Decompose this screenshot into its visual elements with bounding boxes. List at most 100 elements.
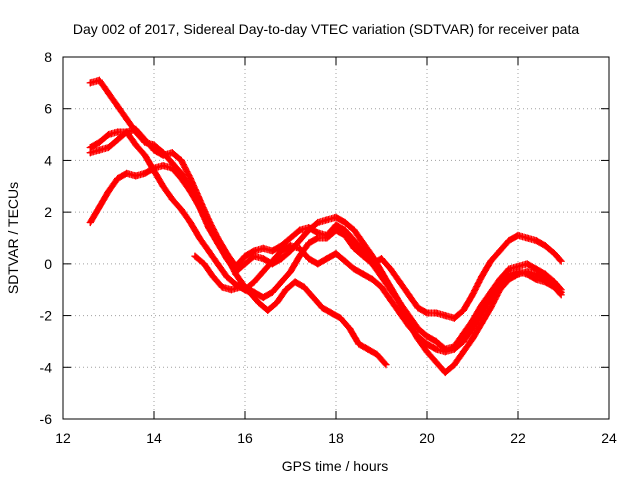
data-point	[386, 265, 395, 273]
y-tick-label: -6	[40, 411, 53, 427]
data-point	[541, 242, 549, 250]
data-point	[327, 309, 336, 317]
data-point	[277, 278, 286, 286]
data-point	[300, 283, 308, 291]
data-point	[141, 136, 149, 144]
data-point	[295, 226, 304, 234]
data-point	[423, 309, 431, 317]
data-point	[487, 257, 495, 265]
data-point	[532, 265, 540, 273]
data-point	[295, 236, 304, 245]
data-point	[232, 270, 240, 278]
data-point	[277, 247, 286, 255]
data-point	[132, 172, 140, 180]
data-point	[505, 270, 513, 278]
data-point	[241, 252, 249, 260]
data-point	[159, 151, 167, 159]
data-point	[259, 255, 267, 263]
data-point	[132, 141, 140, 149]
data-point	[355, 340, 363, 348]
data-point	[405, 311, 413, 320]
data-point	[305, 224, 313, 232]
data-point	[168, 164, 176, 172]
data-point	[341, 218, 349, 227]
data-point	[314, 218, 322, 227]
data-point	[432, 337, 440, 346]
data-point	[227, 286, 235, 294]
data-point	[259, 293, 267, 302]
data-point	[86, 149, 94, 157]
series-markers-track-a	[86, 76, 564, 377]
plot-frame	[62, 56, 610, 420]
data-point	[250, 278, 258, 286]
data-point	[450, 361, 458, 369]
data-point	[86, 79, 94, 87]
data-series	[86, 76, 565, 377]
data-point	[368, 275, 377, 284]
data-point	[295, 244, 304, 252]
data-point	[332, 249, 340, 258]
y-axis-label: SDTVAR / TECUs	[5, 182, 21, 294]
data-point	[282, 286, 290, 294]
data-point	[195, 234, 204, 242]
data-point	[468, 335, 477, 343]
data-point	[132, 125, 140, 134]
data-point	[532, 275, 540, 284]
data-point	[414, 332, 422, 340]
y-tick-label: 4	[44, 152, 52, 168]
data-point	[550, 283, 559, 291]
series-markers-track-d	[86, 128, 564, 356]
data-point	[557, 257, 565, 265]
data-point	[336, 314, 345, 322]
data-point	[423, 332, 431, 340]
data-point	[245, 288, 254, 296]
data-point	[377, 255, 386, 263]
data-point	[159, 161, 167, 170]
data-point	[432, 309, 440, 317]
data-point	[95, 203, 104, 211]
data-point	[186, 174, 195, 183]
data-point	[414, 324, 422, 333]
y-tick-label: -2	[40, 308, 53, 324]
data-point	[514, 267, 522, 276]
data-point	[141, 169, 149, 178]
data-point	[214, 260, 222, 268]
x-axis-label: GPS time / hours	[282, 458, 389, 474]
data-point	[209, 273, 217, 281]
data-point	[459, 337, 468, 346]
data-point	[550, 249, 559, 258]
series-track-c	[86, 161, 565, 322]
data-point	[277, 255, 286, 263]
data-point	[186, 218, 195, 227]
data-point	[423, 340, 431, 348]
data-point	[218, 283, 226, 291]
data-point	[86, 218, 94, 227]
data-point	[309, 293, 317, 302]
data-point	[477, 273, 486, 281]
data-point	[557, 288, 565, 296]
data-point	[286, 267, 295, 276]
data-point	[487, 304, 495, 312]
x-tick-label: 14	[146, 430, 162, 446]
data-point	[323, 216, 331, 224]
data-point	[523, 260, 531, 268]
data-point	[332, 226, 340, 234]
chart-title: Day 002 of 2017, Sidereal Day-to-day VTE…	[73, 21, 580, 37]
series-track-e	[191, 252, 390, 369]
data-point	[295, 252, 304, 260]
x-tick-label: 16	[237, 430, 253, 446]
data-point	[468, 291, 477, 299]
data-point	[314, 234, 322, 242]
data-point	[386, 296, 395, 304]
data-point	[204, 247, 213, 255]
data-point	[373, 350, 381, 359]
y-tick-label: 0	[44, 256, 52, 272]
data-point	[123, 169, 131, 178]
data-point	[95, 138, 104, 146]
x-tick-label: 24	[601, 430, 617, 446]
data-point	[141, 151, 149, 159]
data-point	[286, 234, 295, 242]
data-point	[241, 260, 249, 268]
